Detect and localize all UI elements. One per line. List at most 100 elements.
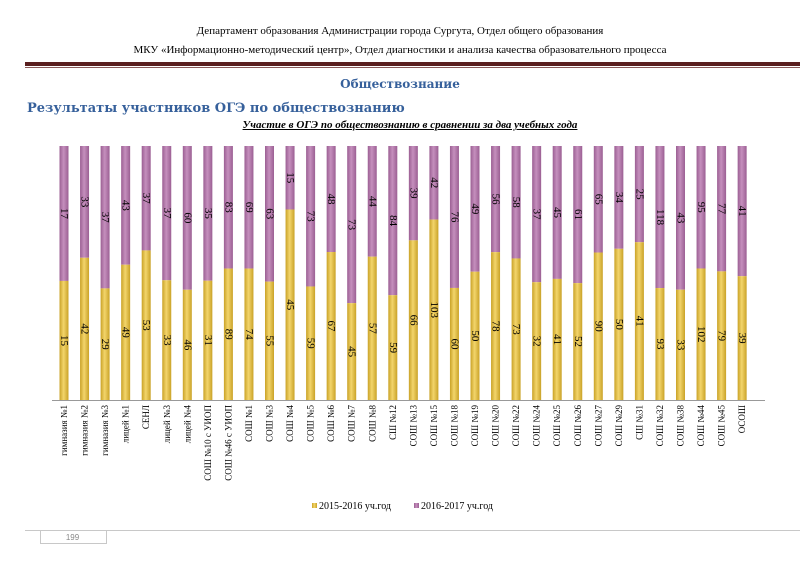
label-2016-2017-23: 37 bbox=[531, 209, 543, 221]
bar-2016-2017-18 bbox=[429, 146, 439, 220]
label-2015-2016-3: 49 bbox=[120, 327, 132, 339]
category-label-8: СОШ №46 с УИОП bbox=[223, 405, 233, 481]
header-rule-thin bbox=[25, 67, 800, 68]
label-2015-2016-22: 73 bbox=[510, 324, 522, 336]
bar-2016-2017-16 bbox=[388, 146, 398, 296]
bar-2015-2016-27 bbox=[614, 248, 624, 400]
legend-2016-2017-label: 2016-2017 уч.год bbox=[421, 501, 493, 512]
category-label-24: СОШ №25 bbox=[552, 405, 562, 447]
header-center: МКУ «Информационно-методический центр», … bbox=[133, 44, 667, 56]
category-label-18: СОШ №15 bbox=[429, 405, 439, 447]
bar-2016-2017-4 bbox=[141, 146, 151, 251]
bar-2015-2016-32 bbox=[717, 271, 727, 400]
bar-2016-2017-25 bbox=[573, 146, 583, 284]
label-2016-2017-33: 41 bbox=[736, 206, 748, 217]
label-2016-2017-3: 43 bbox=[120, 200, 132, 212]
category-label-19: СОШ №18 bbox=[449, 405, 459, 447]
bar-2015-2016-22 bbox=[511, 258, 521, 400]
bar-2015-2016-18 bbox=[429, 219, 439, 400]
label-2015-2016-5: 33 bbox=[161, 335, 173, 347]
label-2016-2017-12: 73 bbox=[305, 211, 317, 223]
bar-2015-2016-11 bbox=[285, 209, 295, 400]
bar-2015-2016-14 bbox=[347, 303, 357, 400]
bar-2015-2016-1 bbox=[80, 257, 90, 400]
bar-2016-2017-6 bbox=[182, 146, 192, 290]
label-2015-2016-27: 50 bbox=[613, 319, 625, 331]
bar-2015-2016-5 bbox=[162, 280, 172, 400]
bar-2015-2016-8 bbox=[223, 268, 233, 400]
bar-2015-2016-21 bbox=[491, 252, 501, 400]
label-2016-2017-16: 84 bbox=[387, 215, 399, 227]
bar-2016-2017-31 bbox=[696, 146, 706, 269]
bar-2015-2016-20 bbox=[470, 271, 480, 400]
label-2016-2017-29: 118 bbox=[654, 209, 666, 226]
bar-2016-2017-21 bbox=[491, 146, 501, 253]
label-2016-2017-13: 48 bbox=[325, 194, 337, 206]
bar-2016-2017-8 bbox=[223, 146, 233, 269]
bar-2016-2017-17 bbox=[408, 146, 418, 241]
results-heading: Результаты участников ОГЭ по обществозна… bbox=[27, 101, 405, 116]
category-label-29: СОШ №32 bbox=[655, 405, 665, 446]
bar-2016-2017-19 bbox=[449, 146, 459, 288]
legend: 2015-2016 уч.год 2016-2017 уч.год bbox=[312, 501, 493, 512]
bar-2015-2016-30 bbox=[676, 289, 685, 400]
label-2016-2017-28: 25 bbox=[633, 189, 645, 201]
label-2015-2016-0: 15 bbox=[58, 335, 70, 347]
category-label-22: СОШ №22 bbox=[511, 405, 521, 446]
header-department: Департамент образования Администрации го… bbox=[196, 25, 604, 37]
bar-2015-2016-26 bbox=[593, 252, 603, 400]
bar-2015-2016-3 bbox=[121, 264, 131, 400]
label-2015-2016-26: 90 bbox=[592, 321, 604, 333]
bar-2016-2017-23 bbox=[532, 146, 542, 283]
category-label-13: СОШ №6 bbox=[326, 405, 336, 442]
category-label-26: СОШ №27 bbox=[593, 405, 603, 447]
label-2015-2016-32: 79 bbox=[716, 330, 728, 342]
bar-2015-2016-2 bbox=[100, 288, 110, 400]
label-2016-2017-15: 44 bbox=[366, 196, 378, 208]
category-label-28: СШ №31 bbox=[634, 405, 644, 440]
category-label-5: лицей №3 bbox=[162, 405, 172, 444]
bar-2015-2016-31 bbox=[696, 268, 706, 400]
bar-2015-2016-23 bbox=[532, 282, 542, 400]
category-label-1: гимназия №2 bbox=[80, 405, 90, 456]
label-2015-2016-33: 39 bbox=[736, 333, 748, 345]
label-2015-2016-12: 59 bbox=[305, 338, 317, 350]
label-2016-2017-30: 43 bbox=[675, 212, 687, 224]
bar-2016-2017-24 bbox=[552, 146, 562, 279]
label-2016-2017-6: 60 bbox=[181, 212, 193, 224]
label-2015-2016-13: 67 bbox=[325, 321, 337, 333]
bar-2016-2017-15 bbox=[367, 146, 377, 257]
label-2016-2017-19: 76 bbox=[448, 211, 460, 223]
bar-2015-2016-24 bbox=[552, 278, 562, 400]
footer-rule bbox=[25, 530, 800, 531]
label-2016-2017-8: 83 bbox=[222, 202, 234, 214]
label-2015-2016-17: 66 bbox=[407, 315, 419, 327]
bar-2016-2017-5 bbox=[162, 146, 172, 281]
section-title: Обществознание bbox=[340, 77, 460, 91]
category-label-4: СЕНЛ bbox=[141, 405, 151, 429]
bar-2016-2017-12 bbox=[306, 146, 316, 287]
label-2016-2017-17: 39 bbox=[407, 188, 419, 200]
label-2016-2017-11: 15 bbox=[284, 172, 296, 184]
label-2015-2016-29: 93 bbox=[654, 339, 666, 351]
label-2015-2016-23: 32 bbox=[531, 336, 543, 347]
value-labels-layer: 17 15 33 42 37 29 43 49 37 53 37 33 60 46 35 31 83 89 69 74… bbox=[58, 172, 748, 357]
footer-page-box bbox=[40, 530, 107, 544]
bar-2016-2017-29 bbox=[655, 146, 665, 289]
label-2015-2016-2: 29 bbox=[99, 339, 111, 351]
label-2016-2017-21: 56 bbox=[490, 194, 502, 206]
category-label-21: СОШ №20 bbox=[491, 405, 501, 447]
bar-2016-2017-14 bbox=[347, 146, 357, 304]
bar-2015-2016-33 bbox=[737, 276, 747, 400]
bar-2016-2017-2 bbox=[100, 146, 110, 289]
category-label-16: СШ №12 bbox=[388, 405, 398, 440]
bar-2016-2017-9 bbox=[244, 146, 254, 269]
label-2016-2017-18: 42 bbox=[428, 177, 440, 188]
label-2016-2017-27: 34 bbox=[613, 192, 625, 204]
label-2015-2016-24: 41 bbox=[551, 334, 563, 345]
label-2016-2017-10: 63 bbox=[264, 208, 276, 220]
category-label-11: СОШ №4 bbox=[285, 405, 295, 442]
label-2016-2017-26: 65 bbox=[592, 194, 604, 206]
label-2015-2016-31: 102 bbox=[695, 326, 707, 343]
bar-2015-2016-7 bbox=[203, 280, 213, 400]
